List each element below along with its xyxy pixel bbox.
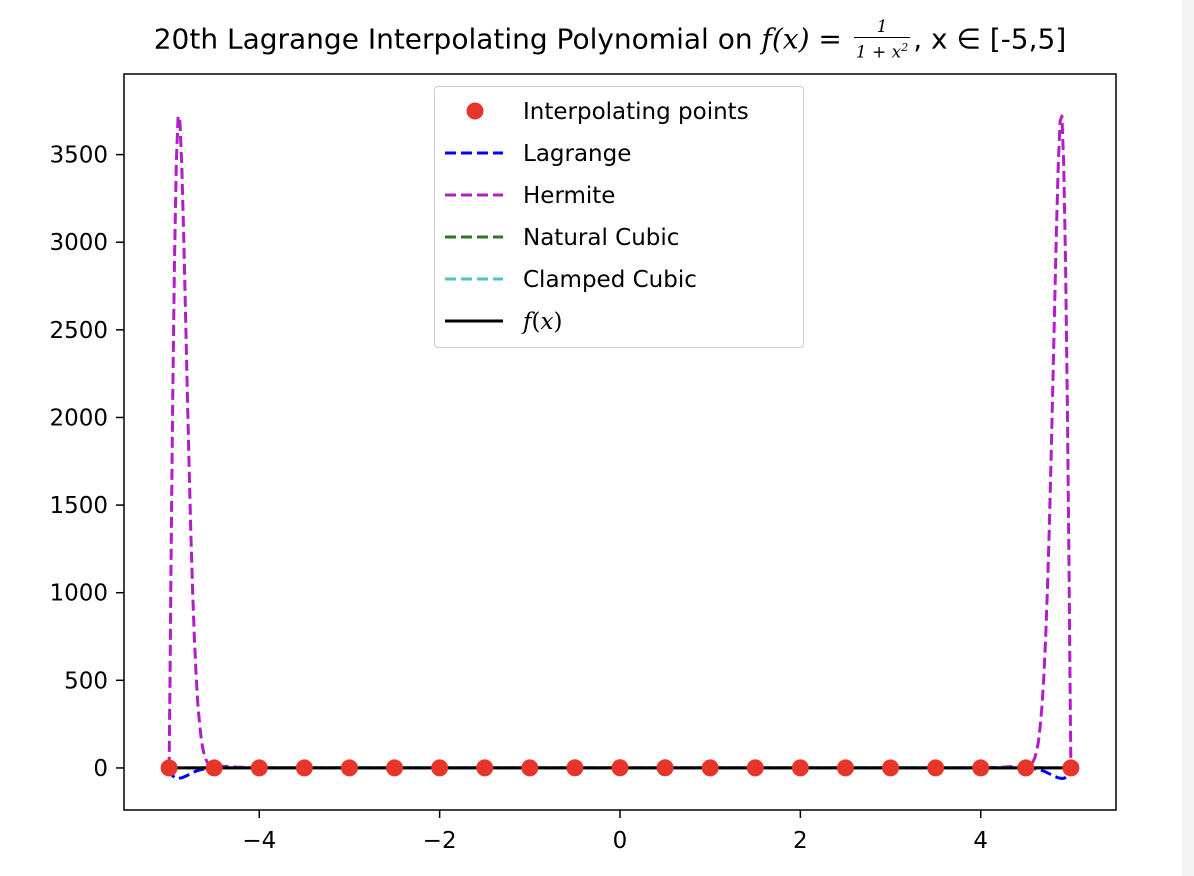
legend-label: Hermite: [523, 183, 616, 209]
interpolating-point: [566, 759, 584, 777]
legend-entry-interpolating-points: Interpolating points: [435, 93, 805, 129]
interpolating-point: [656, 759, 674, 777]
y-tick-label: 3500: [49, 143, 108, 169]
legend-swatch: [445, 151, 503, 155]
chart-title-frac-den-exp: 2: [901, 41, 909, 54]
y-tick-label: 2500: [49, 318, 108, 344]
interpolating-point: [160, 759, 178, 777]
interpolating-point: [1062, 759, 1080, 777]
y-tick-label: 3000: [49, 230, 108, 256]
x-tick-label: 0: [613, 828, 628, 854]
interpolating-point: [746, 759, 764, 777]
legend-swatch: [445, 277, 503, 281]
interpolating-point: [1017, 759, 1035, 777]
legend-label-x: x: [540, 309, 554, 335]
legend-entry-lagrange: Lagrange: [435, 135, 805, 171]
legend-label-f: f: [523, 309, 532, 335]
interpolating-point: [476, 759, 494, 777]
legend-label: Lagrange: [523, 141, 632, 167]
interpolating-point: [340, 759, 358, 777]
legend-marker: [466, 102, 484, 120]
interpolating-point: [927, 759, 945, 777]
legend-entry-clamped-cubic: Clamped Cubic: [435, 261, 805, 297]
interpolating-point: [205, 759, 223, 777]
plot-area: [160, 114, 1080, 780]
interpolating-point: [295, 759, 313, 777]
legend-label: f(x): [523, 309, 563, 335]
interpolating-point: [250, 759, 268, 777]
interpolating-point: [521, 759, 539, 777]
chart-title-prefix: 20th Lagrange Interpolating Polynomial o…: [153, 22, 762, 56]
legend-entry-f-x: f(x): [435, 303, 805, 339]
right-edge-strip: [1182, 0, 1194, 876]
y-tick-label: 500: [64, 668, 108, 694]
x-tick-label: −4: [242, 828, 276, 854]
chart-title-frac-num: 1: [853, 18, 911, 38]
interpolating-point: [431, 759, 449, 777]
legend-swatch: [466, 102, 484, 120]
axes: −4 −2 0 2 4 0 500 1000 1500 2000 2500 3000 3500: [49, 73, 1117, 854]
legend: Interpolating points Lagrange Hermite Natur…: [434, 86, 804, 348]
x-tick-label: −2: [423, 828, 457, 854]
legend-swatch: [445, 235, 503, 239]
y-tick-label: 2000: [49, 405, 108, 431]
legend-label: Interpolating points: [523, 99, 749, 125]
y-tick-label: 1000: [49, 581, 108, 607]
chart-title-frac-den-base: 1 + x: [855, 42, 902, 63]
y-tick-label: 1500: [49, 493, 108, 519]
interpolating-point: [791, 759, 809, 777]
chart-title: 20th Lagrange Interpolating Polynomial o…: [40, 18, 1180, 74]
legend-entry-natural-cubic: Natural Cubic: [435, 219, 805, 255]
y-tick-label: 0: [93, 756, 108, 782]
x-tick-label: 4: [973, 828, 988, 854]
legend-label: Natural Cubic: [523, 225, 680, 251]
interpolating-point: [836, 759, 854, 777]
chart-title-frac-den: 1 + x2: [854, 38, 910, 63]
legend-swatch: [445, 319, 503, 323]
interpolating-point: [882, 759, 900, 777]
interpolating-point: [972, 759, 990, 777]
chart-title-math-lhs: f(x) =: [761, 22, 851, 56]
chart-title-suffix: , x ∈ [-5,5]: [913, 22, 1067, 56]
legend-label: Clamped Cubic: [523, 267, 697, 293]
legend-entry-hermite: Hermite: [435, 177, 805, 213]
interpolating-point: [386, 759, 404, 777]
interpolating-point: [701, 759, 719, 777]
legend-swatch: [445, 193, 503, 197]
interpolating-point: [611, 759, 629, 777]
x-tick-label: 2: [793, 828, 808, 854]
